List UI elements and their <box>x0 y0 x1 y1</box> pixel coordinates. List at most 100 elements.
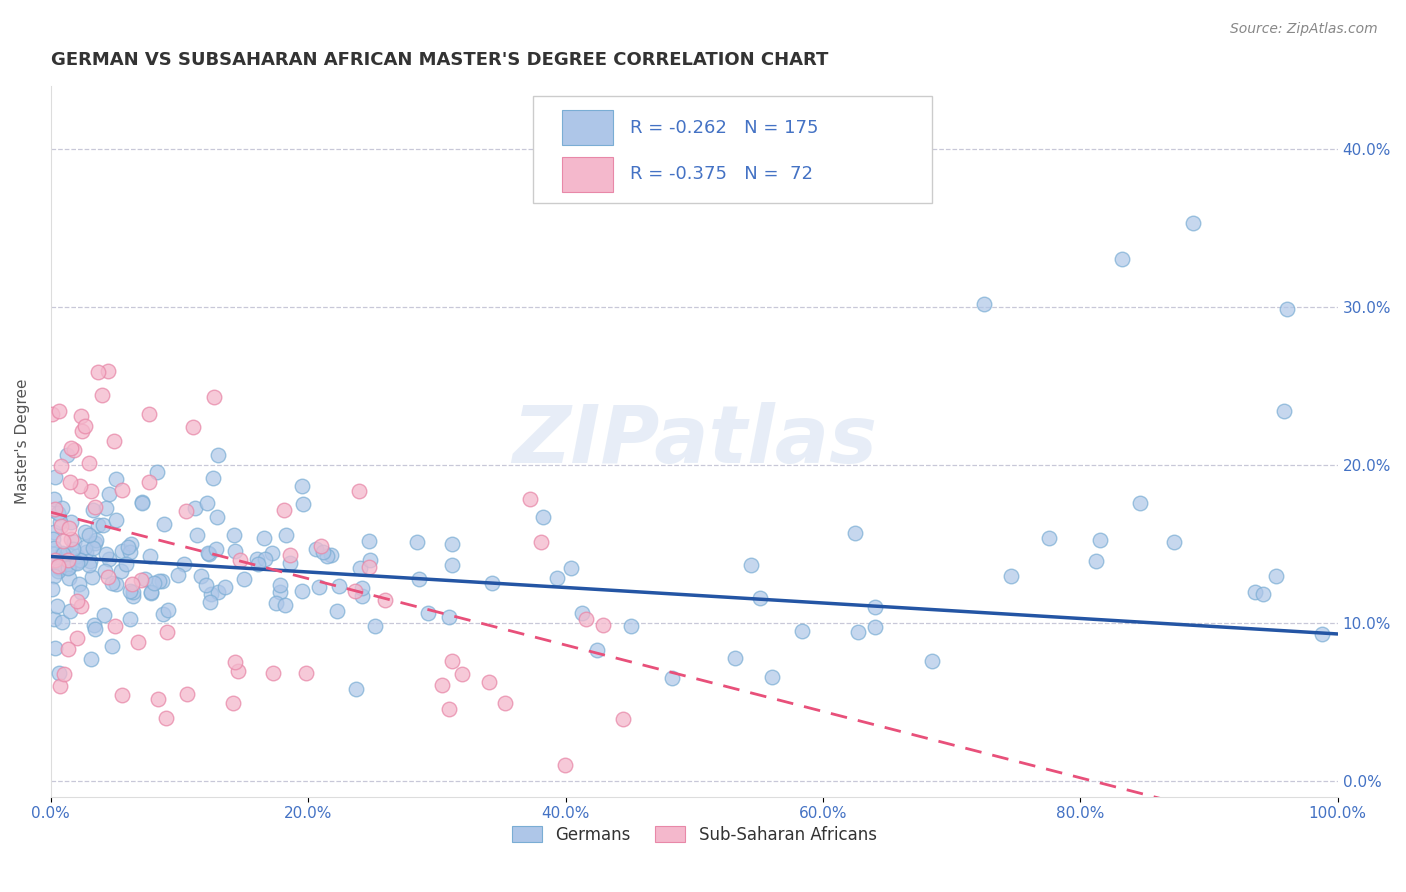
Point <box>181 420 204 434</box>
Point <box>49 459 72 474</box>
Point <box>224 544 246 558</box>
Point <box>141 585 163 599</box>
Point <box>49 679 72 693</box>
Point <box>863 599 886 614</box>
Point <box>69 553 91 567</box>
Point <box>59 475 82 490</box>
Point <box>350 582 373 596</box>
Point <box>274 599 297 613</box>
Point <box>1038 531 1060 545</box>
Point <box>120 584 142 599</box>
Point <box>120 537 142 551</box>
Point <box>374 592 396 607</box>
Point <box>67 577 90 591</box>
Point <box>77 527 100 541</box>
Point <box>122 589 145 603</box>
Point <box>441 558 464 573</box>
Point <box>82 502 104 516</box>
Legend: Germans, Sub-Saharan Africans: Germans, Sub-Saharan Africans <box>503 818 886 853</box>
Point <box>70 585 93 599</box>
Point <box>229 553 252 567</box>
Point <box>52 666 75 681</box>
Point <box>592 618 614 632</box>
Point <box>1163 534 1185 549</box>
Point <box>155 711 177 725</box>
Point <box>167 568 190 582</box>
Point <box>48 515 70 529</box>
Point <box>195 578 218 592</box>
Point <box>139 549 162 563</box>
Point <box>80 651 103 665</box>
Point <box>83 618 105 632</box>
Point <box>70 409 93 424</box>
Point <box>70 424 93 438</box>
Point <box>325 604 347 618</box>
Point <box>46 564 69 578</box>
Point <box>531 509 554 524</box>
Point <box>440 536 463 550</box>
Point <box>560 560 582 574</box>
Point <box>41 407 63 421</box>
Point <box>863 620 886 634</box>
Point <box>41 502 63 516</box>
Point <box>319 548 342 562</box>
Point <box>328 579 350 593</box>
Point <box>63 442 86 457</box>
Point <box>111 688 134 702</box>
Point <box>1251 587 1274 601</box>
Point <box>121 577 143 591</box>
Point <box>46 506 69 520</box>
Point <box>79 554 101 568</box>
Point <box>51 615 73 630</box>
Point <box>96 501 118 516</box>
Point <box>86 517 108 532</box>
Point <box>253 552 276 566</box>
Point <box>58 641 80 656</box>
Point <box>152 516 174 531</box>
Point <box>278 549 301 563</box>
Point <box>273 503 295 517</box>
Point <box>131 495 153 509</box>
Point <box>145 465 167 479</box>
Point <box>176 687 198 701</box>
Point <box>252 531 274 545</box>
Point <box>44 501 66 516</box>
Point <box>56 448 79 462</box>
Point <box>792 624 814 638</box>
Point <box>1111 252 1133 267</box>
Point <box>118 545 141 559</box>
Point <box>973 297 995 311</box>
Point <box>214 580 236 594</box>
Point <box>44 553 66 567</box>
Point <box>66 556 89 570</box>
Point <box>41 582 63 596</box>
Point <box>264 596 287 610</box>
Point <box>70 599 93 613</box>
Point <box>127 634 149 648</box>
Point <box>359 552 381 566</box>
Point <box>276 527 298 541</box>
Point <box>105 472 128 486</box>
Point <box>82 541 104 556</box>
Point <box>84 500 107 514</box>
Point <box>207 448 229 462</box>
Point <box>221 697 243 711</box>
Point <box>437 702 460 716</box>
Point <box>148 574 170 588</box>
Point <box>73 524 96 539</box>
Point <box>586 643 609 657</box>
Point <box>195 496 218 510</box>
Point <box>44 492 66 507</box>
Point <box>94 564 117 578</box>
Point <box>316 549 339 563</box>
Point <box>761 670 783 684</box>
Point <box>65 555 87 569</box>
Point <box>1275 302 1298 317</box>
Point <box>173 557 195 571</box>
Point <box>59 441 82 455</box>
Point <box>661 672 683 686</box>
Point <box>1000 569 1022 583</box>
Point <box>97 570 120 584</box>
Point <box>48 404 70 418</box>
Point <box>357 560 380 574</box>
